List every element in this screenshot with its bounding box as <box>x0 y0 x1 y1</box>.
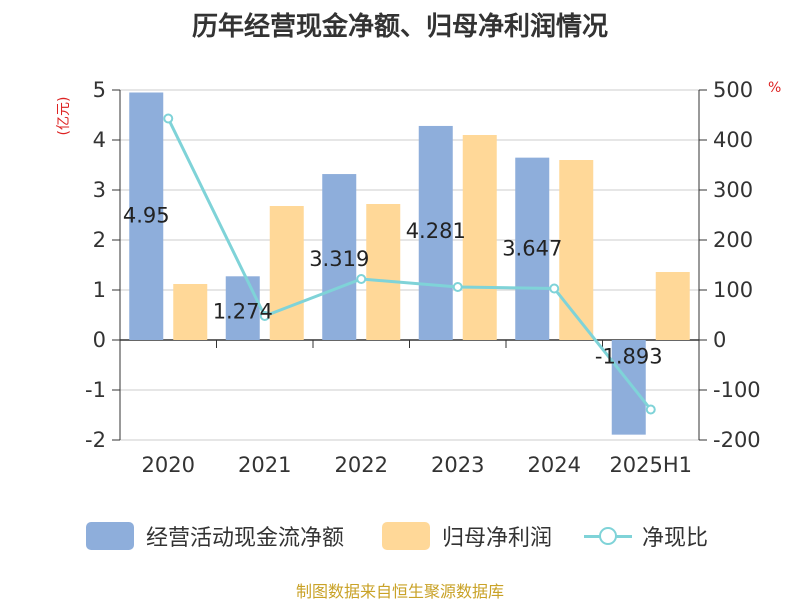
right-tick-label: 200 <box>713 228 753 252</box>
bar-profit <box>173 284 208 340</box>
bar-profit <box>269 206 304 340</box>
left-tick-label: -1 <box>85 378 106 402</box>
right-tick-label: 500 <box>713 78 753 102</box>
legend-item-cashflow[interactable]: 经营活动现金流净额 <box>86 516 344 556</box>
legend-swatch-profit <box>382 522 430 550</box>
category-label: 2020 <box>142 453 195 477</box>
right-tick-label: 100 <box>713 278 753 302</box>
bar-profit <box>655 272 690 340</box>
data-label-cashflow: 3.319 <box>309 247 369 271</box>
bar-profit <box>559 160 594 340</box>
right-tick-label: -100 <box>713 378 761 402</box>
bar-cashflow <box>322 174 357 340</box>
point-ratio <box>549 283 560 294</box>
bar-profit <box>462 135 497 340</box>
data-label-cashflow: 3.647 <box>502 237 562 261</box>
legend-label-profit: 归母净利润 <box>442 526 553 551</box>
legend: 经营活动现金流净额 归母净利润 净现比 <box>0 516 800 556</box>
left-tick-label: 3 <box>93 178 106 202</box>
bar-cashflow <box>225 276 260 340</box>
bar-cashflow <box>515 157 550 340</box>
left-tick-label: 5 <box>93 78 106 102</box>
legend-swatch-ratio <box>584 522 632 550</box>
source-note: 制图数据来自恒生聚源数据库 <box>295 582 504 601</box>
chart-title: 历年经营现金净额、归母净利润情况 <box>191 12 608 42</box>
category-label: 2025H1 <box>609 453 692 477</box>
left-tick-label: 4 <box>93 128 106 152</box>
bar-cashflow <box>611 340 646 435</box>
left-tick-label: 2 <box>93 228 106 252</box>
data-label-cashflow: 1.274 <box>213 299 273 323</box>
left-tick-label: 1 <box>93 278 106 302</box>
bar-cashflow <box>129 92 164 340</box>
category-label: 2023 <box>431 453 484 477</box>
point-ratio <box>163 113 174 124</box>
left-tick-label: 0 <box>93 328 106 352</box>
right-tick-label: -200 <box>713 428 761 452</box>
legend-label-cashflow: 经营活动现金流净额 <box>146 526 345 551</box>
point-ratio <box>645 404 656 415</box>
data-label-cashflow: 4.95 <box>123 204 170 228</box>
point-ratio <box>356 274 367 284</box>
right-tick-label: 300 <box>713 178 753 202</box>
data-label-cashflow: 4.281 <box>406 219 466 243</box>
legend-item-profit[interactable]: 归母净利润 <box>382 516 552 556</box>
data-label-cashflow: -1.893 <box>595 345 663 369</box>
category-label: 2021 <box>238 453 291 477</box>
right-tick-label: 0 <box>713 328 726 352</box>
bar-profit <box>366 204 401 340</box>
category-label: 2024 <box>528 453 581 477</box>
right-tick-label: 400 <box>713 128 753 152</box>
legend-swatch-cashflow <box>86 522 134 550</box>
point-ratio <box>452 282 463 292</box>
line-ratio <box>166 117 652 411</box>
point-ratio <box>259 311 270 321</box>
left-tick-label: -2 <box>85 428 106 452</box>
legend-item-ratio[interactable]: 净现比 <box>584 516 708 556</box>
category-label: 2022 <box>335 453 388 477</box>
legend-label-ratio: 净现比 <box>642 526 709 551</box>
right-axis-unit: % <box>768 80 782 96</box>
bar-cashflow <box>418 125 453 340</box>
